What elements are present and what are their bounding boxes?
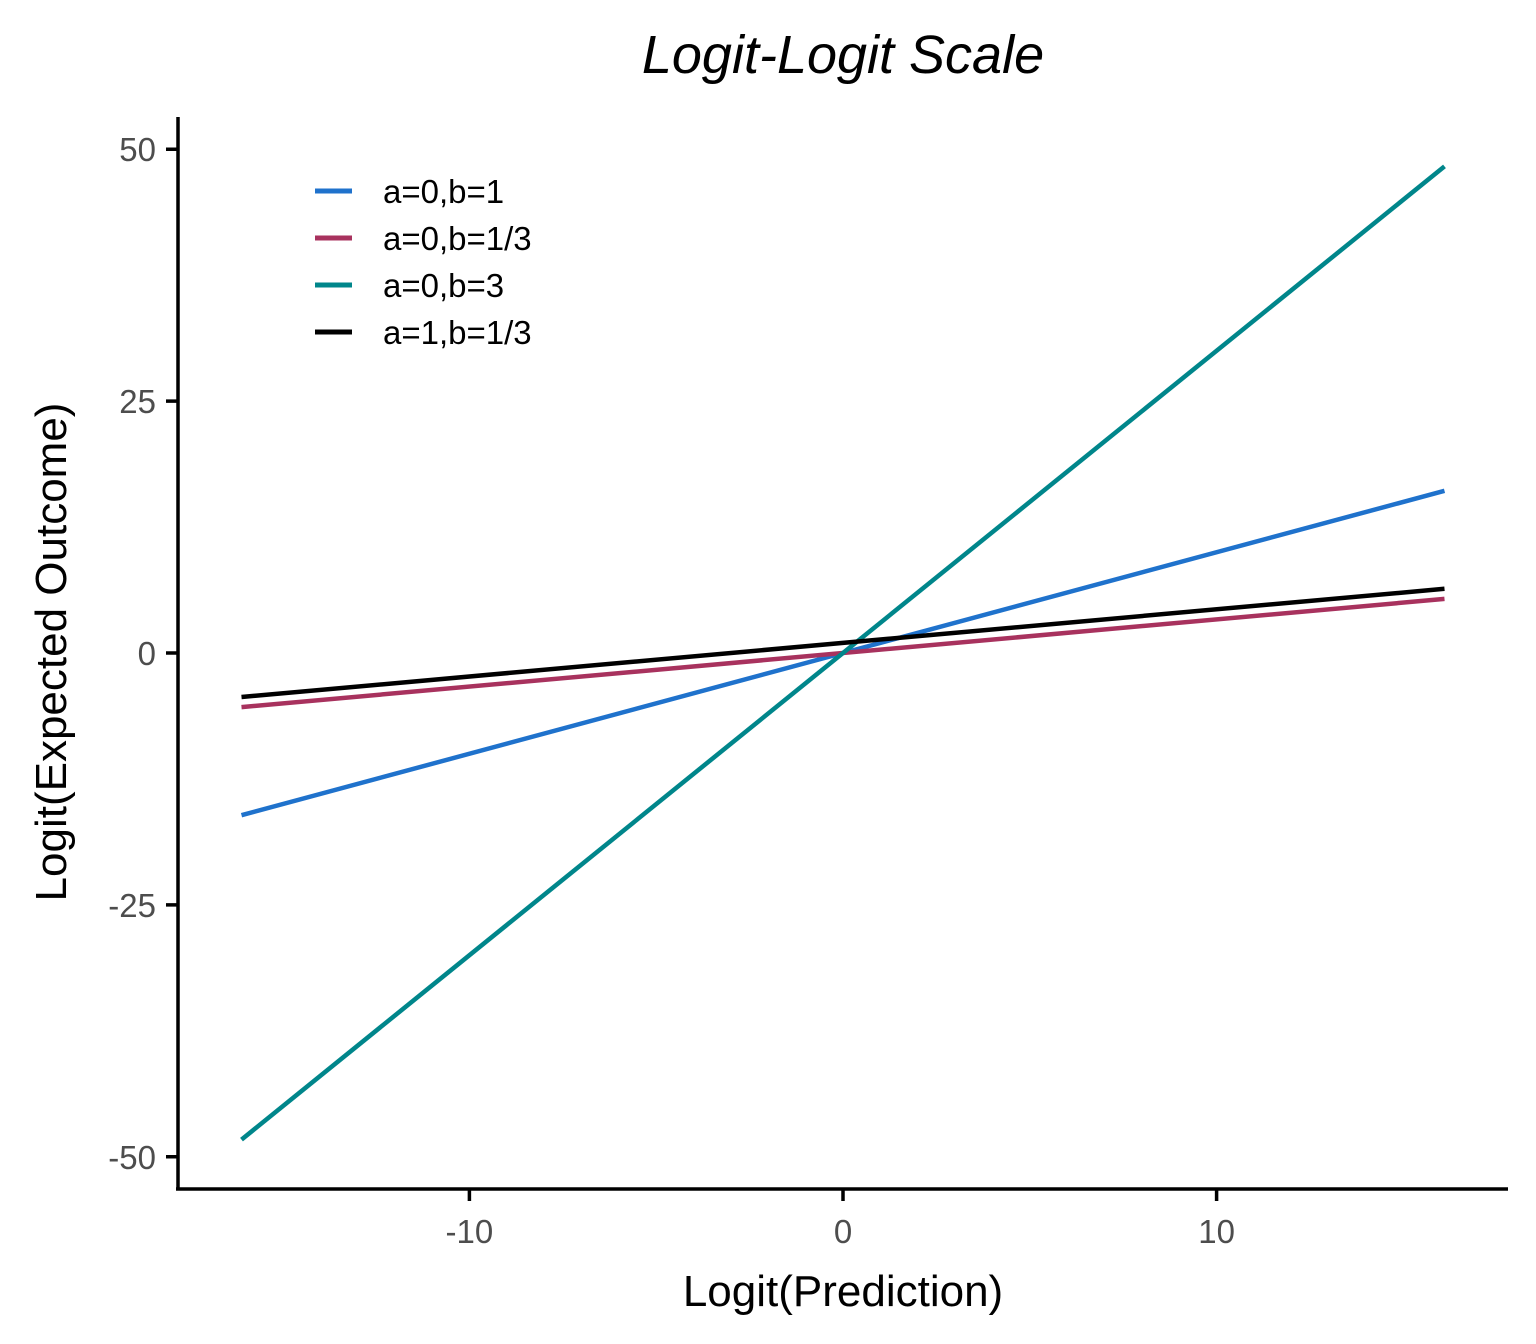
- legend-label-2: a=0,b=3: [383, 267, 504, 304]
- series-line-2: [240, 164, 1446, 1142]
- x-tick-label: 0: [834, 1213, 852, 1250]
- y-tick-label: 50: [119, 131, 156, 168]
- legend-label-1: a=0,b=1/3: [383, 220, 532, 257]
- x-axis-ticks: -10 0 10: [446, 1189, 1235, 1250]
- x-axis-label: Logit(Prediction): [683, 1267, 1003, 1316]
- y-axis-ticks: -50 -25 0 25 50: [108, 131, 178, 1176]
- x-tick-label: 10: [1198, 1213, 1235, 1250]
- legend-label-3: a=1,b=1/3: [383, 314, 532, 351]
- y-tick-label: -25: [108, 887, 156, 924]
- x-tick-label: -10: [446, 1213, 494, 1250]
- chart-title: Logit-Logit Scale: [642, 25, 1044, 85]
- y-axis-label: Logit(Expected Outcome): [27, 403, 76, 902]
- y-tick-label: -50: [108, 1139, 156, 1176]
- y-tick-label: 25: [119, 383, 156, 420]
- legend: a=0,b=1 a=0,b=1/3 a=0,b=3 a=1,b=1/3: [315, 173, 532, 351]
- legend-label-0: a=0,b=1: [383, 173, 504, 210]
- plot-lines: [240, 164, 1446, 1142]
- series-line-3: [241, 586, 1445, 700]
- y-tick-label: 0: [138, 635, 156, 672]
